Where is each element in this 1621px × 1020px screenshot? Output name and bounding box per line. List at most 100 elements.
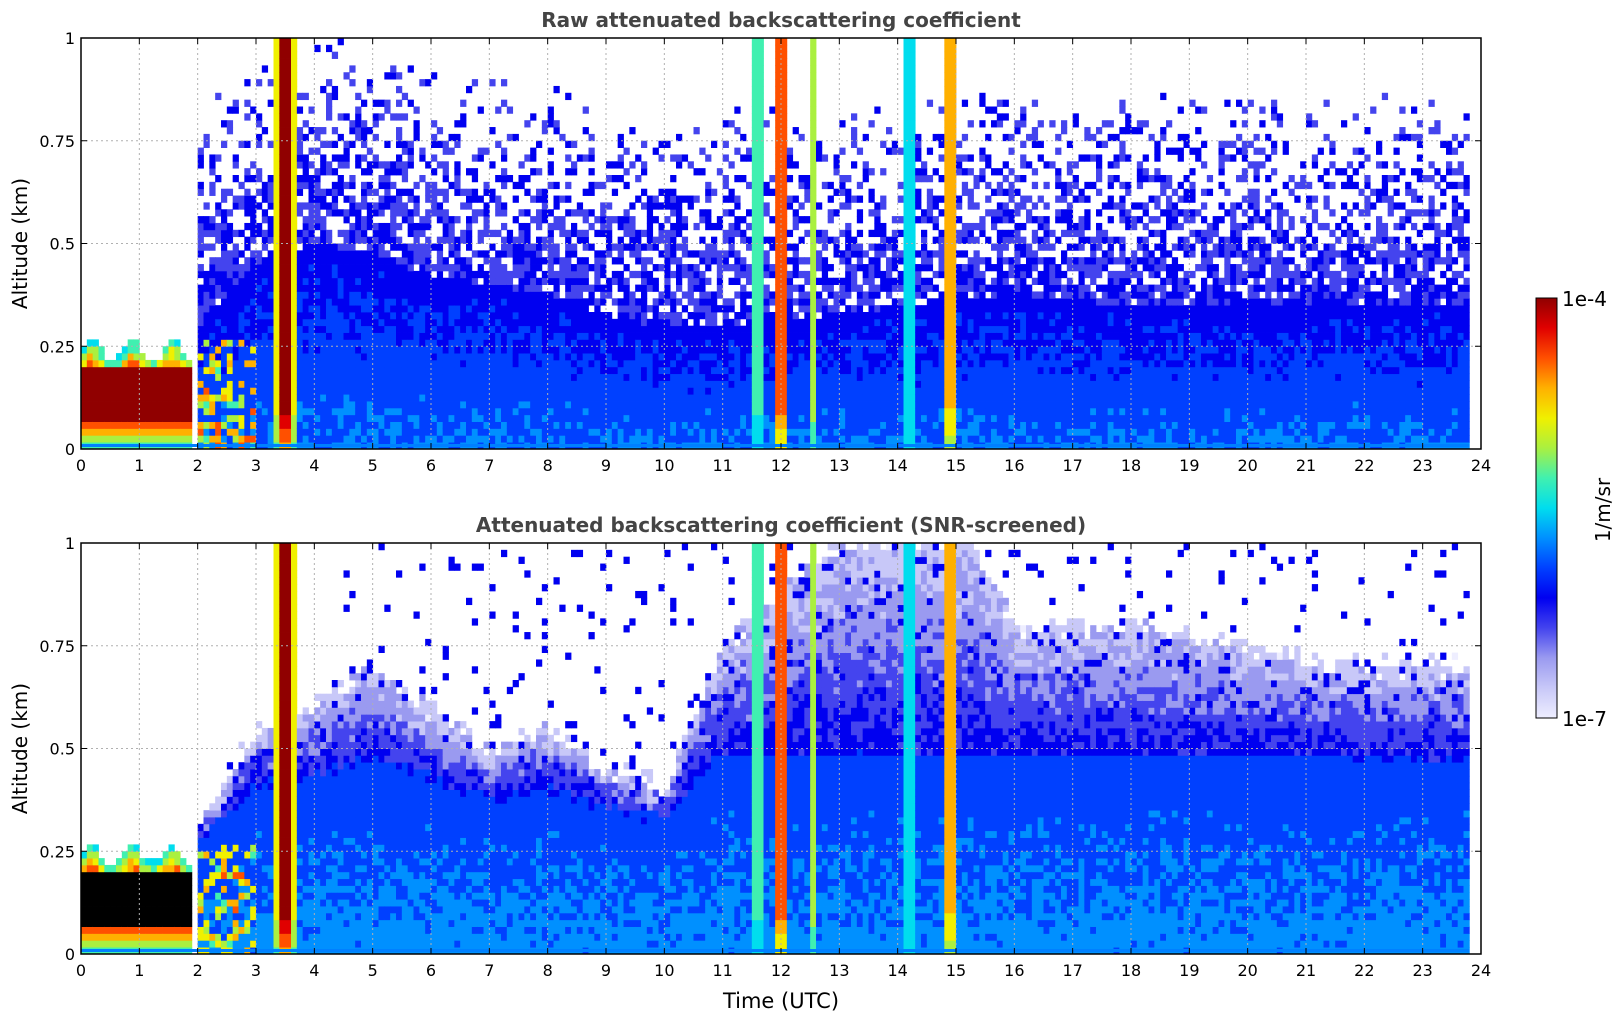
heatmap-cell <box>378 291 385 299</box>
heatmap-cell <box>524 284 531 292</box>
heatmap-cell <box>530 277 537 285</box>
heatmap-cell <box>326 332 333 340</box>
heatmap-cell <box>413 428 420 436</box>
heatmap-cell <box>232 435 239 443</box>
heatmap-cell <box>273 113 280 121</box>
heatmap-cell <box>600 346 607 354</box>
heatmap-cell <box>238 346 245 354</box>
heatmap-cell <box>250 106 257 114</box>
heatmap-cell <box>816 298 823 306</box>
heatmap-cell <box>804 435 811 443</box>
heatmap-cell <box>746 264 753 272</box>
heatmap-cell <box>390 168 397 176</box>
heatmap-cell <box>565 312 572 320</box>
heatmap-cell <box>378 407 385 416</box>
heatmap-cell <box>361 339 368 347</box>
heatmap-cell <box>366 79 374 87</box>
heatmap-cell <box>116 414 123 422</box>
heatmap-cell <box>419 312 426 320</box>
heatmap-cell <box>635 394 642 402</box>
heatmap-cell <box>891 305 899 313</box>
heatmap-cell <box>425 195 432 203</box>
heatmap-cell <box>209 305 216 313</box>
heatmap-cell <box>436 209 444 217</box>
heatmap-cell <box>565 366 572 375</box>
heatmap-cell <box>483 435 490 443</box>
heatmap-cell <box>308 421 315 429</box>
heatmap-cell <box>734 325 741 333</box>
heatmap-cell <box>279 257 286 265</box>
heatmap-cell <box>209 168 216 176</box>
heatmap-cell <box>740 270 747 279</box>
heatmap-cell <box>681 318 689 327</box>
heatmap-cell <box>116 394 123 402</box>
heatmap-cell <box>751 181 759 190</box>
heatmap-cell <box>670 401 677 409</box>
heatmap-cell <box>851 113 858 121</box>
heatmap-cell <box>232 387 239 395</box>
heatmap-cell <box>775 236 782 244</box>
heatmap-cell <box>810 305 817 313</box>
heatmap-cell <box>215 373 222 381</box>
heatmap-cell <box>267 407 274 416</box>
heatmap-cell <box>856 359 864 368</box>
heatmap-cell <box>903 325 910 333</box>
heatmap-cell <box>775 298 782 306</box>
heatmap-cell <box>489 359 496 368</box>
heatmap-cell <box>454 120 461 128</box>
heatmap-cell <box>477 250 484 258</box>
heatmap-cell <box>582 257 589 265</box>
heatmap-cell <box>880 414 887 422</box>
heatmap-cell <box>792 270 799 279</box>
heatmap-cell <box>215 346 222 354</box>
heatmap-cell <box>285 99 292 107</box>
heatmap-cell <box>600 428 607 436</box>
heatmap-cell <box>600 250 607 258</box>
heatmap-cell <box>868 435 875 443</box>
heatmap-cell <box>810 140 817 148</box>
heatmap-cell <box>792 394 799 402</box>
heatmap-cell <box>594 298 601 306</box>
heatmap-cell <box>839 332 846 340</box>
heatmap-cell <box>337 401 344 409</box>
heatmap-cell <box>751 229 759 238</box>
heatmap-cell <box>792 250 799 258</box>
heatmap-cell <box>740 407 747 416</box>
heatmap-cell <box>261 277 269 285</box>
heatmap-cell <box>156 387 164 395</box>
heatmap-cell <box>471 195 479 203</box>
heatmap-cell <box>174 394 181 402</box>
heatmap-cell <box>226 298 234 306</box>
heatmap-cell <box>261 229 269 238</box>
heatmap-cell <box>705 373 712 381</box>
heatmap-cell <box>384 359 391 368</box>
heatmap-cell <box>215 325 222 333</box>
heatmap-cell <box>261 346 269 354</box>
heatmap-cell <box>565 257 572 265</box>
heatmap-cell <box>536 401 543 409</box>
heatmap-cell <box>390 435 397 443</box>
heatmap-cell <box>320 394 327 402</box>
heatmap-cell <box>308 414 315 422</box>
heatmap-cell <box>425 346 432 354</box>
heatmap-cell <box>635 339 642 347</box>
heatmap-cell <box>401 318 409 327</box>
heatmap-cell <box>856 332 864 340</box>
heatmap-cell <box>366 414 374 422</box>
heatmap-cell <box>751 291 759 299</box>
heatmap-cell <box>331 51 339 59</box>
heatmap-cell <box>238 250 245 258</box>
heatmap-cell <box>489 127 496 135</box>
heatmap-cell <box>273 353 280 361</box>
heatmap-cell <box>751 222 759 231</box>
heatmap-cell <box>658 229 665 238</box>
heatmap-cell <box>361 380 368 388</box>
heatmap-cell <box>471 407 479 416</box>
heatmap-cell <box>862 414 869 422</box>
heatmap-cell <box>588 332 595 340</box>
heatmap-cell <box>600 229 607 238</box>
heatmap-cell <box>658 407 665 416</box>
heatmap-cell <box>722 353 729 361</box>
heatmap-cell <box>279 202 286 210</box>
heatmap-cell <box>769 175 776 183</box>
